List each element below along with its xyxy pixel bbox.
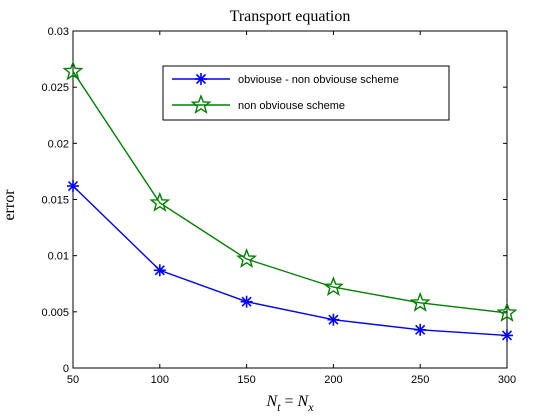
data-point <box>153 264 166 277</box>
y-axis: 0 0.005 0.01 0.015 0.02 0.025 0.03 <box>41 26 507 375</box>
chart-title: Transport equation <box>230 8 351 25</box>
y-tick-label: 0.01 <box>48 251 69 263</box>
y-tick-label: 0.02 <box>48 138 69 150</box>
x-tick-label: 100 <box>151 374 169 386</box>
data-point <box>67 180 79 193</box>
y-axis-label: error <box>1 189 18 221</box>
legend-marker <box>195 73 207 85</box>
legend: obviouse - non obviouse scheme non obvio… <box>162 65 450 121</box>
series-2 <box>62 60 518 322</box>
x-tick-label: 300 <box>498 374 516 386</box>
series-layer <box>62 60 518 342</box>
data-point <box>62 60 84 81</box>
legend-label-series-1: obviouse - non obviouse scheme <box>238 74 399 86</box>
legend-box <box>162 65 450 121</box>
y-tick-label: 0.015 <box>41 195 69 207</box>
legend-item-1 <box>172 73 230 85</box>
data-point <box>501 329 513 342</box>
data-point <box>322 276 344 297</box>
x-axis-label-sub2: x <box>307 400 314 414</box>
data-point <box>149 191 171 212</box>
data-point <box>327 313 340 326</box>
data-point <box>409 291 431 312</box>
legend-label-series-2: non obviouse scheme <box>238 100 345 112</box>
x-axis-label-sub1: t <box>277 400 281 414</box>
x-tick-label: 250 <box>411 374 429 386</box>
data-point <box>414 323 427 336</box>
x-tick-label: 200 <box>324 374 342 386</box>
series-line <box>72 71 508 314</box>
legend-item-2 <box>172 94 230 114</box>
x-axis-label-equals: = <box>280 393 297 410</box>
legend-marker <box>190 94 212 114</box>
y-tick-label: 0.025 <box>41 82 69 94</box>
x-tick-label: 50 <box>67 374 79 386</box>
y-tick-label: 0.03 <box>48 26 69 38</box>
y-tick-label: 0 <box>63 363 69 375</box>
data-point <box>240 295 253 308</box>
series-line <box>72 185 508 337</box>
data-point <box>236 248 258 268</box>
series-1 <box>67 180 513 342</box>
x-tick-label: 150 <box>237 374 255 386</box>
legend-items <box>172 73 230 114</box>
data-point <box>496 301 518 322</box>
x-axis-label-n2: N <box>297 393 310 410</box>
x-axis: 50 100 150 200 250 300 <box>67 31 516 386</box>
x-axis-label: Nt = Nx <box>265 393 314 414</box>
y-tick-label: 0.005 <box>41 307 69 319</box>
x-axis-label-n1: N <box>265 393 278 410</box>
